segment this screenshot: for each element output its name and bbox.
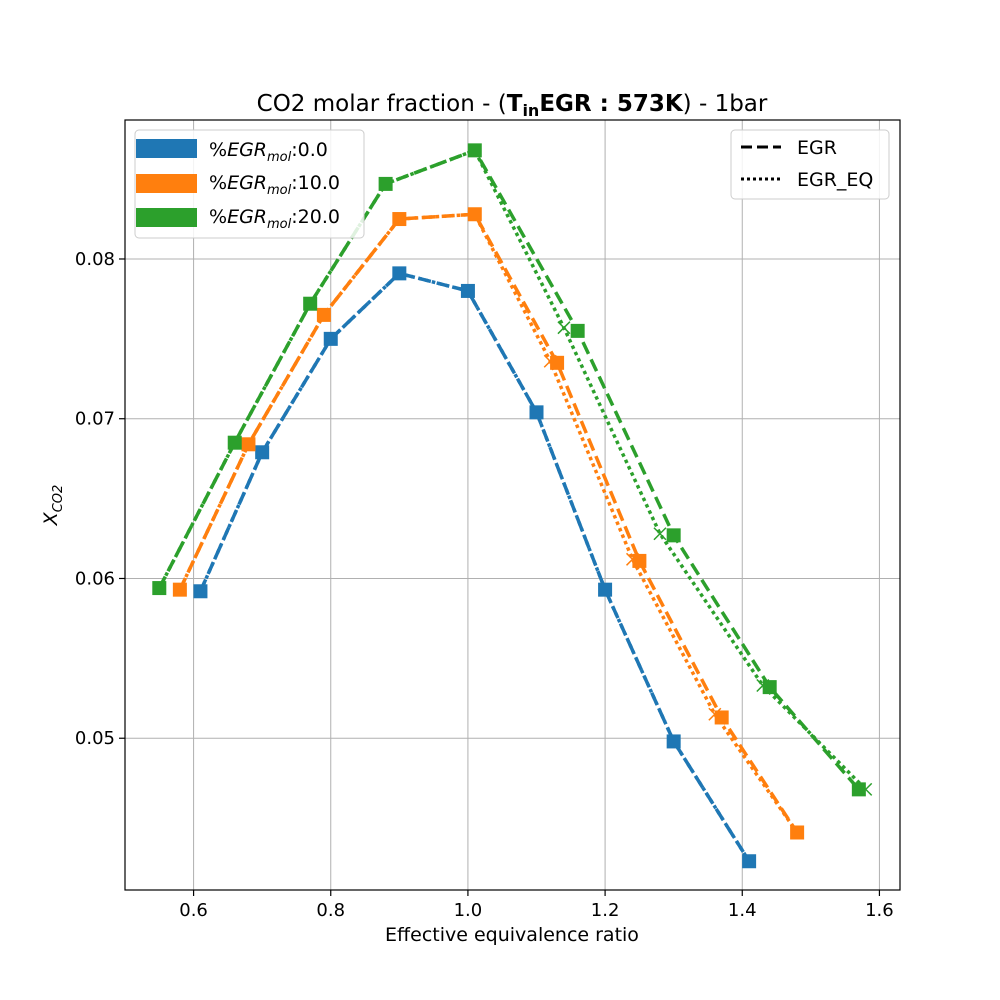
axis-ticks: 0.6 0.8 1.0 1.2 1.4 1.6 0.05 0.06 0.07 0.08	[75, 249, 894, 921]
egr-point	[323, 331, 338, 346]
y-tick-label: 0.05	[75, 728, 115, 749]
legend-entry-egr-20: %EGRmol:20.0	[136, 206, 340, 232]
legend-style: EGR EGR_EQ	[730, 129, 890, 200]
legend-style-box	[730, 129, 890, 200]
legend-swatch	[136, 174, 197, 193]
legend-swatch	[136, 139, 197, 158]
egr-point	[742, 854, 757, 869]
egr-point	[227, 435, 242, 450]
plot-series	[152, 143, 873, 869]
series-egr-0	[193, 266, 757, 869]
egr-point	[790, 825, 805, 840]
x-tick-label: 1.2	[591, 900, 620, 921]
egr-point	[762, 680, 777, 695]
egr-point	[570, 323, 585, 338]
legend-entry-egr-eq: EGR_EQ	[741, 169, 873, 191]
legend-label: %EGRmol:20.0	[209, 206, 340, 232]
legend-label: EGR_EQ	[797, 169, 873, 191]
egr-point	[392, 212, 407, 227]
x-tick-label: 1.0	[454, 900, 483, 921]
egr-point	[392, 266, 407, 281]
egr-point	[303, 296, 318, 311]
y-tick-label: 0.08	[75, 249, 115, 270]
egr-point	[241, 437, 256, 452]
x-tick-label: 1.6	[865, 900, 894, 921]
plot-frame	[124, 119, 901, 891]
egr-point	[467, 207, 482, 222]
legend-entry-egr-10: %EGRmol:10.0	[136, 172, 340, 198]
legend-label: EGR	[797, 137, 837, 159]
grid	[125, 120, 900, 890]
legend-swatch	[136, 208, 197, 227]
egr-point	[255, 445, 270, 460]
egr-eq-line	[157, 148, 867, 791]
legend-entry-egr-0: %EGRmol:0.0	[136, 139, 328, 165]
y-tick-label: 0.06	[75, 568, 115, 589]
egr-point	[193, 584, 208, 599]
y-axis-label: XCO2	[40, 485, 66, 527]
egr-point	[152, 581, 167, 596]
egr-point	[666, 528, 681, 543]
x-axis-label: Effective equivalence ratio	[385, 924, 639, 946]
egr-point	[632, 553, 647, 568]
series-egr-10	[172, 207, 805, 840]
egr-eq-point	[653, 527, 667, 541]
chart-title: CO2 molar fraction - (TinEGR : 573K) - 1…	[257, 91, 768, 120]
x-tick-label: 1.4	[728, 900, 757, 921]
egr-point	[714, 710, 729, 725]
series-egr-20	[152, 143, 873, 797]
egr-point	[666, 734, 681, 749]
egr-point	[467, 143, 482, 158]
egr-point	[851, 782, 866, 797]
x-tick-label: 0.8	[316, 900, 345, 921]
egr-point	[316, 307, 331, 322]
egr-line	[198, 271, 751, 863]
y-tick-label: 0.07	[75, 409, 115, 430]
egr-point	[460, 283, 475, 298]
egr-point	[598, 582, 613, 597]
egr-point	[378, 176, 393, 191]
egr-point	[172, 582, 187, 597]
legend-label: %EGRmol:10.0	[209, 172, 340, 198]
x-tick-label: 0.6	[179, 900, 208, 921]
egr-eq-point	[557, 321, 571, 335]
legend-series: %EGRmol:0.0 %EGRmol:10.0 %EGRmol:20.0	[134, 129, 365, 239]
egr-point	[550, 355, 565, 370]
legend-label: %EGRmol:0.0	[209, 139, 328, 165]
legend-entry-egr: EGR	[741, 137, 837, 159]
egr-point	[529, 405, 544, 420]
egr-line	[178, 212, 799, 834]
